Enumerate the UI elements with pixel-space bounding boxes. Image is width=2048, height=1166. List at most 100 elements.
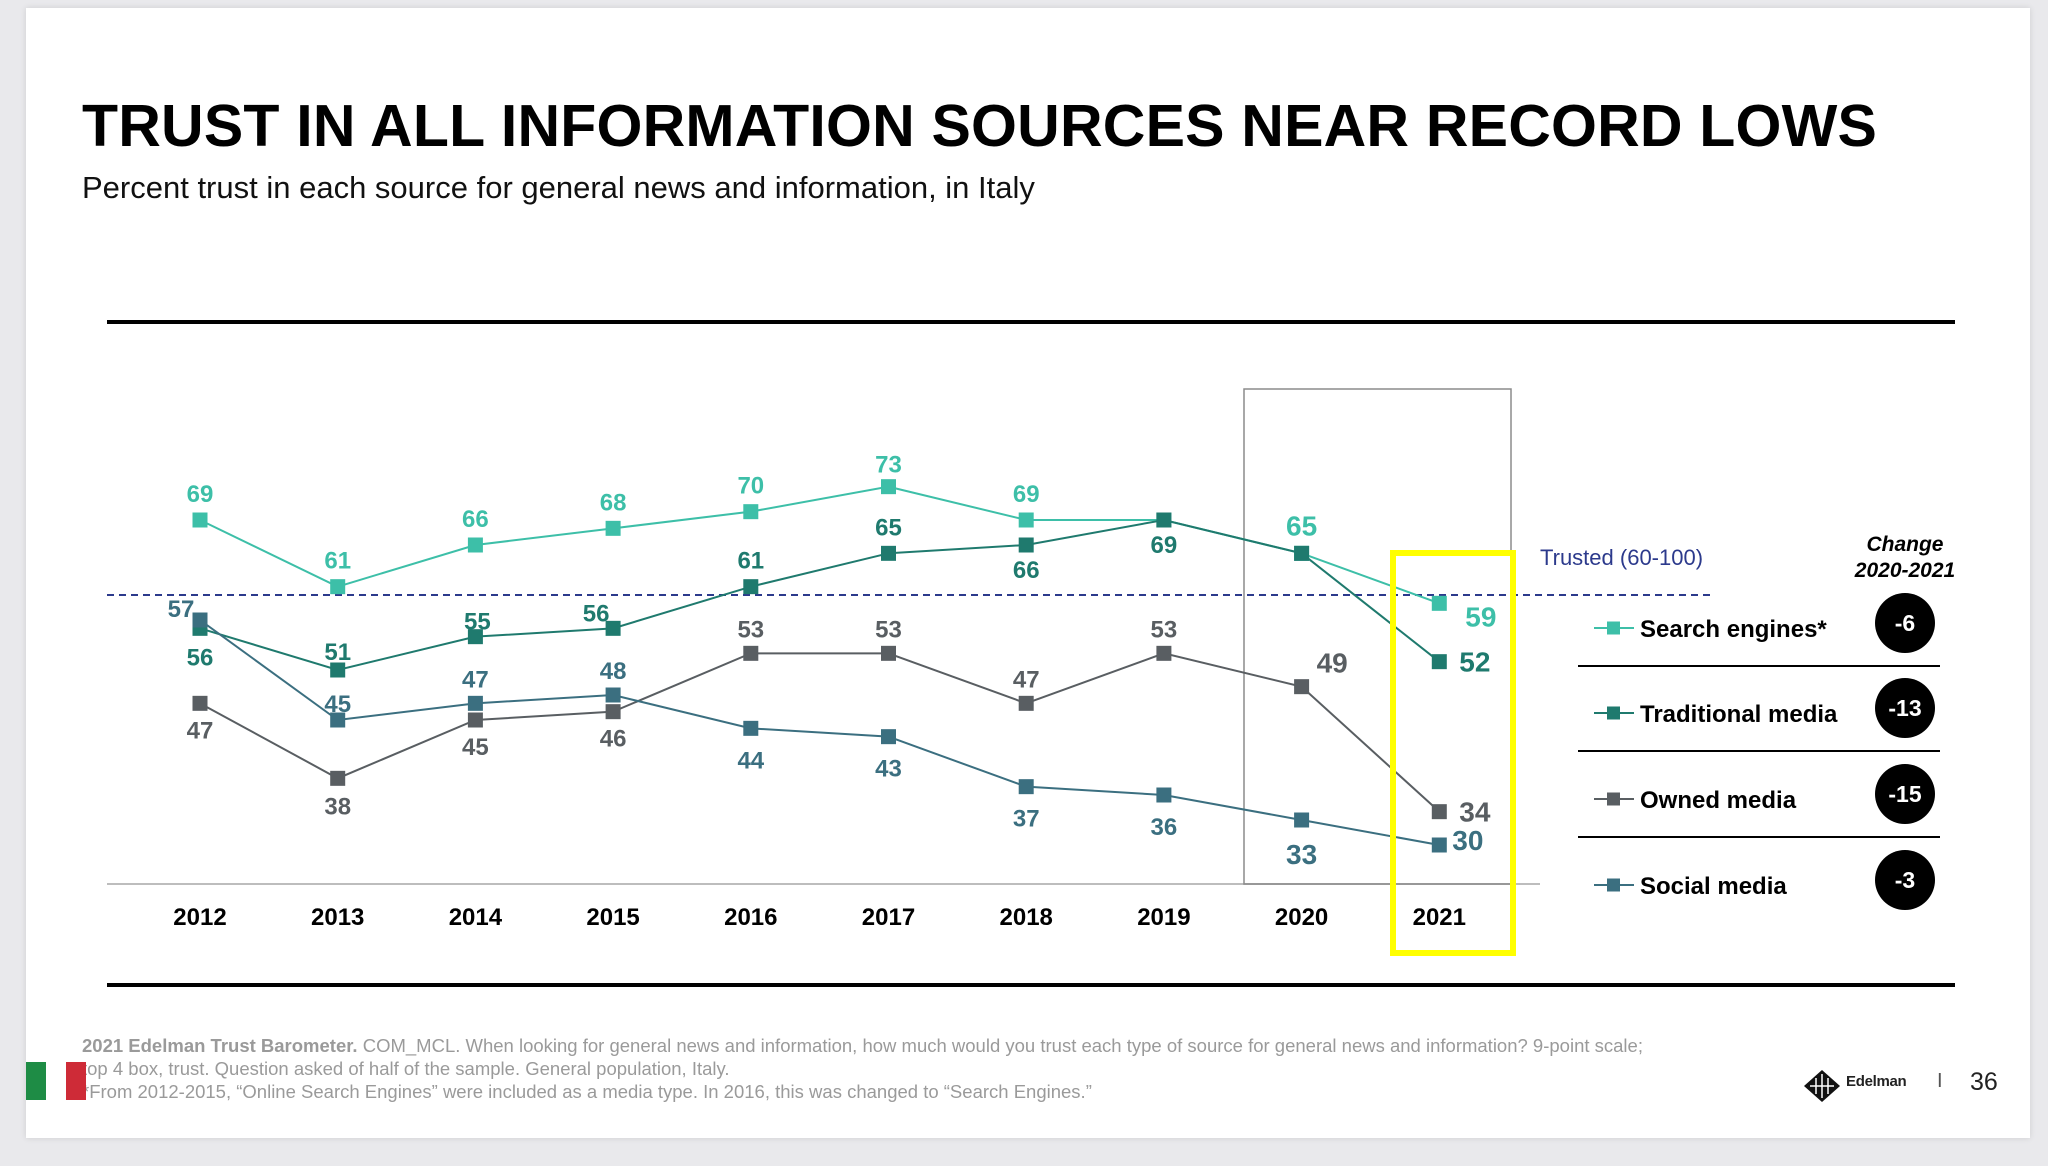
x-tick-label-2018: 2018 [1000, 904, 1053, 931]
change-header-line1: Change [1866, 533, 1943, 556]
data-point-search-engines-2021 [1431, 595, 1447, 611]
x-tick-label-2019: 2019 [1137, 904, 1190, 931]
data-label-social-media-2015: 48 [600, 658, 627, 685]
footnote-line3: *From 2012-2015, “Online Search Engines”… [82, 1081, 1092, 1102]
series-line-owned-media [199, 652, 1440, 813]
legend-label-traditional-media: Traditional media [1640, 701, 1838, 728]
data-label-owned-media-2013: 38 [324, 793, 351, 820]
series-layer [192, 479, 1447, 853]
data-point-social-media-2018 [1018, 779, 1034, 795]
data-label-social-media-2018: 37 [1013, 806, 1040, 833]
x-tick-label-2014: 2014 [449, 904, 503, 931]
x-tick-label-2017: 2017 [862, 904, 915, 931]
edelman-logo-text: Edelman [1846, 1073, 1907, 1090]
change-badge-social-media [1875, 850, 1935, 910]
highlight-2021-box [1390, 550, 1516, 956]
data-label-traditional-media-2014: 55 [464, 609, 491, 636]
data-label-social-media-2021: 30 [1452, 825, 1483, 856]
page-subtitle: Percent trust in each source for general… [82, 170, 1035, 205]
data-point-search-engines-2013 [330, 579, 346, 595]
x-tick-label-2013: 2013 [311, 904, 364, 931]
footnote-line2: top 4 box, trust. Question asked of half… [82, 1058, 730, 1079]
change-header-line2: 2020-2021 [1854, 559, 1955, 582]
data-label-owned-media-2018: 47 [1013, 666, 1040, 693]
legend: Search engines* -6 Traditional media -13 Own… [1578, 593, 1940, 910]
data-point-traditional-media-2018 [1018, 537, 1034, 553]
footnote-source: 2021 Edelman Trust Barometer. [82, 1035, 358, 1056]
legend-marker-owned-media [1607, 792, 1620, 806]
legend-label-owned-media: Owned media [1640, 787, 1797, 814]
data-point-traditional-media-2017 [881, 545, 896, 561]
italy-flag-icon [26, 1062, 86, 1100]
data-point-traditional-media-2016 [743, 579, 759, 595]
data-point-owned-media-2012 [192, 695, 208, 711]
series-line-search-engines [199, 485, 1440, 605]
data-label-owned-media-2020: 49 [1317, 648, 1348, 679]
data-label-search-engines-2014: 66 [462, 506, 489, 533]
legend-marker-traditional-media [1607, 706, 1620, 720]
data-point-search-engines-2015 [605, 520, 621, 536]
data-point-social-media-2021 [1431, 837, 1447, 853]
data-point-social-media-2016 [743, 720, 759, 736]
change-value-social-media: -3 [1895, 867, 1915, 893]
data-label-search-engines-2013: 61 [324, 548, 351, 575]
data-point-social-media-2015 [605, 687, 621, 703]
data-label-social-media-2012: 57 [168, 596, 195, 623]
data-point-social-media-2012 [192, 612, 208, 628]
data-label-traditional-media-2016: 61 [737, 548, 764, 575]
legend-label-search-engines: Search engines* [1640, 616, 1827, 643]
data-label-social-media-2013: 45 [324, 691, 351, 718]
data-point-social-media-2014 [467, 695, 483, 711]
edelman-logo-icon [1804, 1070, 1840, 1102]
data-label-owned-media-2019: 53 [1151, 616, 1178, 643]
data-label-social-media-2020: 33 [1286, 839, 1317, 870]
data-point-owned-media-2018 [1018, 695, 1034, 711]
flag-red [66, 1062, 86, 1100]
legend-marker-social-media [1607, 878, 1620, 892]
slide [26, 8, 2030, 1138]
x-tick-label-2012: 2012 [173, 904, 226, 931]
data-point-owned-media-2013 [330, 770, 346, 786]
series-line-social-media [199, 619, 1440, 846]
data-point-traditional-media-2013 [330, 662, 346, 678]
legend-label-social-media: Social media [1640, 873, 1787, 900]
change-value-owned-media: -15 [1888, 781, 1921, 807]
x-tick-label-2021: 2021 [1413, 904, 1466, 931]
data-label-search-engines-2018: 69 [1013, 481, 1040, 508]
x-tick-label-2020: 2020 [1275, 904, 1328, 931]
x-tick-label-2016: 2016 [724, 904, 777, 931]
data-point-social-media-2020 [1294, 812, 1310, 828]
data-point-social-media-2017 [881, 729, 896, 745]
data-label-search-engines-2016: 70 [737, 473, 764, 500]
data-point-search-engines-2012 [192, 512, 208, 528]
data-label-owned-media-2017: 53 [875, 616, 902, 643]
change-value-search-engines: -6 [1895, 610, 1915, 636]
data-label-traditional-media-2013: 51 [324, 639, 351, 666]
data-point-owned-media-2014 [467, 712, 483, 728]
footer-separator: I [1937, 1070, 1943, 1092]
data-label-owned-media-2015: 46 [600, 726, 627, 753]
data-label-owned-media-2012: 47 [187, 717, 214, 744]
data-point-search-engines-2017 [881, 479, 896, 495]
data-label-search-engines-2012: 69 [187, 481, 214, 508]
data-point-search-engines-2014 [467, 537, 483, 553]
page-number: 36 [1970, 1068, 1998, 1096]
data-point-traditional-media-2020 [1294, 545, 1310, 561]
data-point-traditional-media-2021 [1431, 654, 1447, 670]
data-label-social-media-2017: 43 [875, 756, 902, 783]
x-axis-ticks: 2012 2013 2014 2015 2016 2017 2018 2019 2020 2021 [173, 904, 1466, 931]
data-point-search-engines-2016 [743, 504, 759, 520]
data-point-traditional-media-2014 [467, 629, 483, 645]
data-label-search-engines-2021: 59 [1465, 601, 1496, 632]
series-line-traditional-media [199, 518, 1440, 672]
trusted-threshold-label: Trusted (60-100) [1540, 545, 1703, 570]
data-label-social-media-2014: 47 [462, 666, 489, 693]
flag-green [26, 1062, 46, 1100]
data-point-owned-media-2015 [605, 704, 621, 720]
change-badge-owned-media [1875, 764, 1935, 824]
data-point-search-engines-2018 [1018, 512, 1034, 528]
data-point-owned-media-2019 [1156, 645, 1172, 661]
data-point-owned-media-2021 [1431, 804, 1447, 820]
change-badge-traditional-media [1875, 678, 1935, 738]
data-point-owned-media-2020 [1294, 679, 1310, 695]
